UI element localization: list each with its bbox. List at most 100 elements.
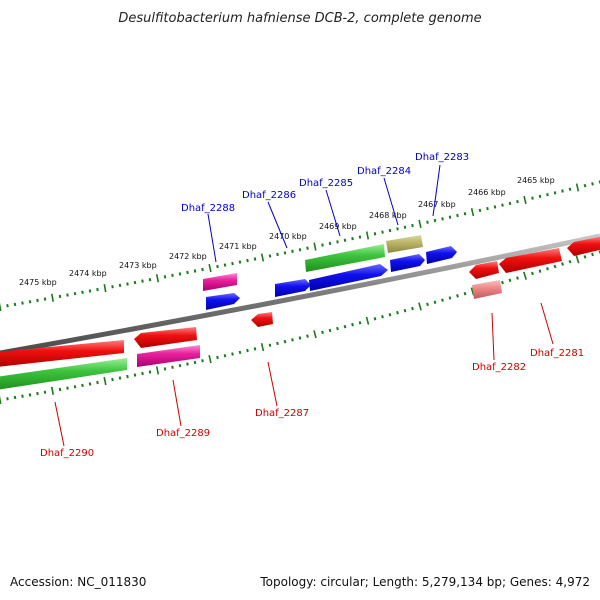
gene-label[interactable]: Dhaf_2281 bbox=[530, 348, 584, 359]
feature-dhaf-2281-red[interactable] bbox=[499, 248, 562, 273]
minor-tick bbox=[336, 240, 339, 244]
minor-tick bbox=[216, 264, 219, 269]
feature-dhaf-2289-magenta[interactable] bbox=[137, 345, 200, 367]
minor-tick bbox=[388, 313, 392, 317]
minor-tick bbox=[373, 317, 377, 321]
major-tick bbox=[260, 343, 265, 352]
minor-tick bbox=[186, 362, 189, 366]
major-tick bbox=[575, 255, 580, 264]
gene-label[interactable]: Dhaf_2284 bbox=[357, 166, 411, 177]
gene-label[interactable]: Dhaf_2282 bbox=[472, 362, 526, 373]
minor-tick bbox=[246, 348, 249, 353]
major-tick bbox=[103, 376, 107, 386]
minor-tick bbox=[253, 347, 257, 351]
feature-dhaf-2283-blue[interactable] bbox=[426, 246, 457, 264]
major-tick bbox=[470, 208, 475, 217]
feature-dhaf-2286-blue[interactable] bbox=[275, 279, 311, 297]
leader-dhaf-2286 bbox=[267, 201, 288, 249]
minor-tick bbox=[568, 187, 572, 191]
leader-dhaf-2282 bbox=[491, 312, 495, 361]
gene-label[interactable]: Dhaf_2287 bbox=[255, 408, 309, 419]
leader-lines bbox=[54, 164, 554, 447]
minor-tick bbox=[343, 324, 347, 329]
minor-tick bbox=[283, 339, 287, 344]
minor-tick bbox=[178, 363, 182, 368]
leader-dhaf-2284 bbox=[383, 177, 399, 226]
minor-tick bbox=[463, 291, 467, 296]
minor-tick bbox=[186, 270, 189, 275]
minor-tick bbox=[538, 269, 542, 273]
minor-tick bbox=[283, 251, 287, 255]
minor-tick bbox=[516, 276, 519, 280]
feature-dhaf-2289-red[interactable] bbox=[134, 327, 197, 348]
gene-label[interactable]: Dhaf_2290 bbox=[40, 448, 94, 459]
minor-tick bbox=[276, 252, 279, 257]
minor-tick bbox=[538, 194, 542, 199]
feature-right-edge-red[interactable] bbox=[567, 236, 600, 256]
minor-tick bbox=[291, 338, 294, 342]
minor-tick bbox=[126, 282, 129, 286]
major-tick bbox=[313, 242, 317, 251]
leader-dhaf-2288 bbox=[207, 213, 217, 263]
minor-tick bbox=[433, 300, 437, 304]
gene-labels-forward: Dhaf_2288 Dhaf_2286 Dhaf_2285 Dhaf_2284 … bbox=[181, 152, 469, 214]
tick-label: 2465 kbp bbox=[517, 176, 555, 185]
minor-tick bbox=[118, 283, 122, 288]
minor-tick bbox=[373, 232, 377, 236]
minor-tick bbox=[441, 217, 444, 221]
feature-dhaf-2282-pink[interactable] bbox=[472, 280, 502, 299]
minor-tick bbox=[411, 223, 414, 228]
feature-dhaf-2284-blue[interactable] bbox=[390, 254, 425, 272]
minor-tick bbox=[111, 377, 114, 382]
minor-tick bbox=[553, 191, 557, 195]
leader-dhaf-2281 bbox=[540, 302, 554, 345]
feature-dhaf-2282-red[interactable] bbox=[469, 261, 499, 279]
gene-label[interactable]: Dhaf_2289 bbox=[156, 428, 210, 439]
minor-tick bbox=[133, 373, 137, 377]
feature-dhaf-2290-green[interactable] bbox=[0, 358, 127, 390]
gene-label[interactable]: Dhaf_2288 bbox=[181, 203, 235, 214]
minor-tick bbox=[531, 196, 534, 200]
minor-tick bbox=[486, 206, 489, 211]
minor-tick bbox=[456, 213, 459, 218]
minor-tick bbox=[351, 322, 354, 327]
gene-label[interactable]: Dhaf_2283 bbox=[415, 152, 469, 163]
tick-label: 2473 kbp bbox=[119, 261, 157, 270]
leader-dhaf-2285 bbox=[325, 189, 341, 237]
minor-tick bbox=[163, 275, 167, 279]
major-tick bbox=[523, 271, 527, 280]
major-tick bbox=[51, 293, 54, 302]
minor-tick bbox=[396, 310, 399, 315]
minor-tick bbox=[501, 203, 504, 207]
feature-dhaf-2285-blue[interactable] bbox=[309, 264, 388, 291]
minor-tick bbox=[43, 297, 47, 301]
tick-labels: 2475 kbp 2474 kbp 2473 kbp 2472 kbp 2471 kbp… bbox=[19, 176, 555, 287]
major-tick bbox=[155, 274, 160, 283]
minor-tick bbox=[546, 192, 549, 197]
minor-tick bbox=[433, 218, 437, 223]
feature-dhaf-2287-red[interactable] bbox=[251, 312, 273, 327]
major-tick bbox=[575, 183, 580, 192]
minor-tick bbox=[163, 367, 167, 371]
minor-tick bbox=[201, 267, 204, 272]
gene-label[interactable]: Dhaf_2285 bbox=[299, 178, 353, 189]
genome-backbone bbox=[0, 233, 600, 356]
gene-label[interactable]: Dhaf_2286 bbox=[242, 190, 296, 201]
tick-label: 2475 kbp bbox=[19, 278, 57, 287]
tick-label: 2472 kbp bbox=[169, 252, 207, 261]
minor-tick bbox=[553, 264, 557, 269]
minor-tick bbox=[133, 280, 137, 285]
feature-dhaf-2288-blue[interactable] bbox=[206, 293, 240, 310]
feature-dhaf-2288-magenta[interactable] bbox=[203, 273, 237, 291]
minor-tick bbox=[13, 395, 17, 400]
feature-dhaf-2285-green[interactable] bbox=[305, 244, 385, 272]
feature-dhaf-2290-red[interactable] bbox=[0, 340, 124, 367]
feature-dhaf-2284-olive[interactable] bbox=[386, 235, 423, 253]
minor-tick bbox=[531, 271, 534, 276]
minor-tick bbox=[381, 315, 384, 319]
minor-tick bbox=[411, 306, 414, 311]
minor-tick bbox=[126, 374, 129, 379]
minor-tick bbox=[328, 241, 332, 246]
minor-tick bbox=[358, 235, 362, 239]
minor-tick bbox=[568, 259, 572, 264]
